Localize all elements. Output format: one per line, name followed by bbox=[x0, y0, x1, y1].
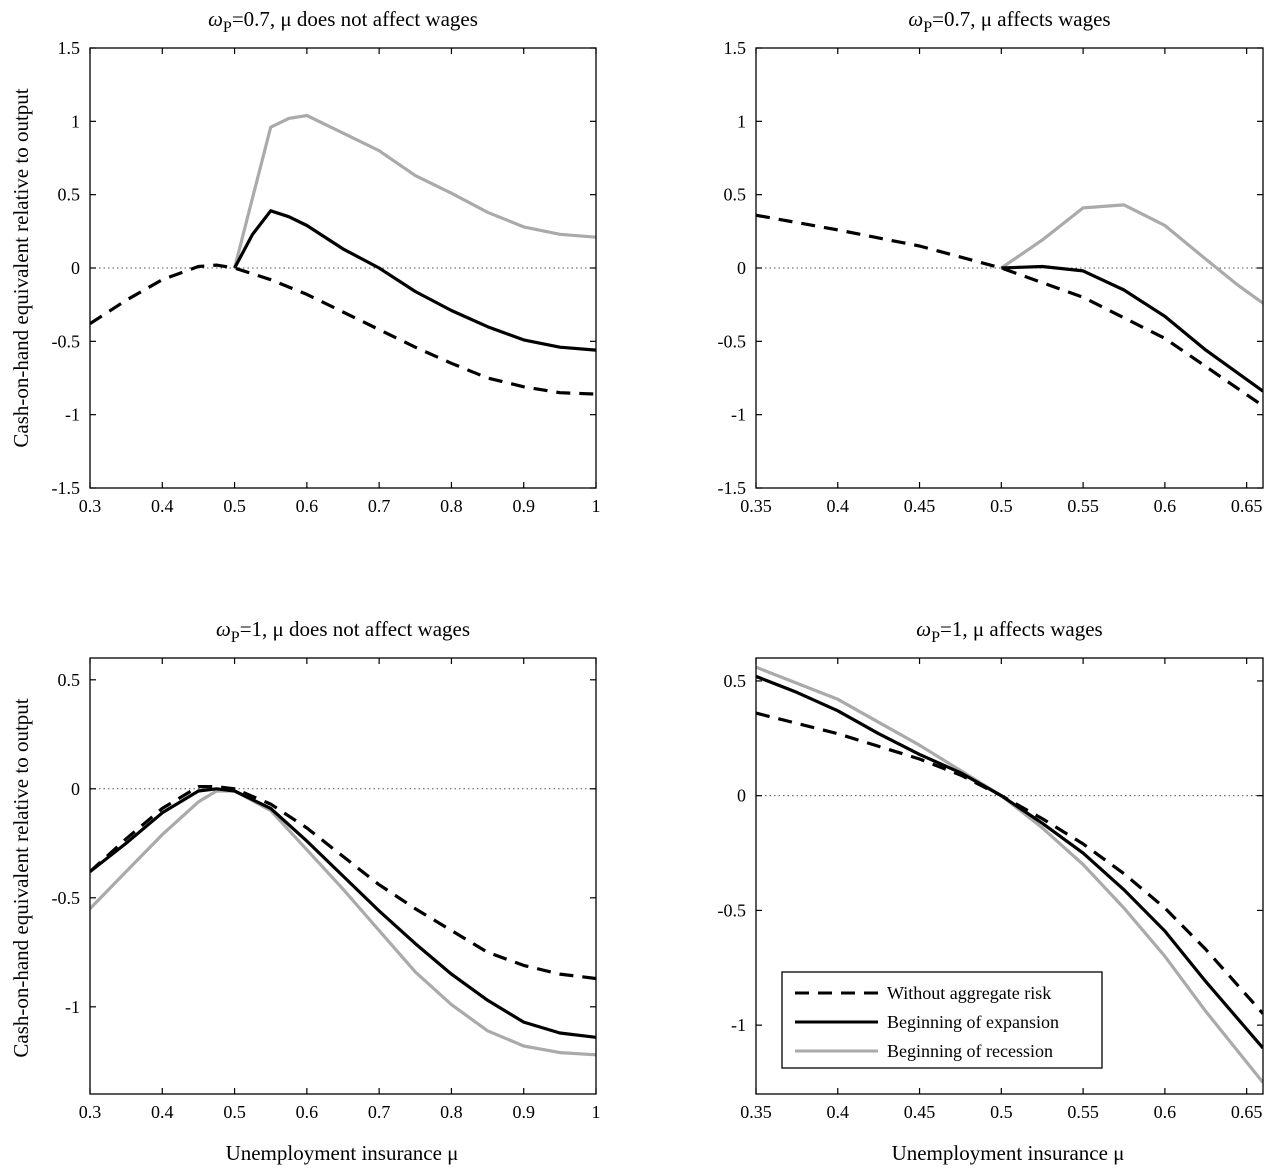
series-line-without-aggregate-risk bbox=[756, 711, 1263, 1015]
x-tick-label: 0.5 bbox=[990, 1102, 1013, 1122]
y-tick-label: 1.5 bbox=[58, 38, 81, 58]
y-tick-label: -1 bbox=[731, 1015, 746, 1035]
panel-bottom-left: ωP=1, μ does not affect wages 0.3 0.4 0.5 0.… bbox=[52, 617, 601, 1122]
x-tick-label: 1 bbox=[592, 496, 601, 516]
x-tick-label: 0.7 bbox=[368, 496, 391, 516]
title-omega: ω bbox=[908, 7, 923, 31]
y-tick-label: -1.5 bbox=[52, 478, 81, 498]
series-line-beginning-of-recession bbox=[233, 113, 596, 269]
y-tick-label: -0.5 bbox=[718, 900, 747, 920]
x-tick-label: 0.65 bbox=[1231, 1102, 1263, 1122]
title-subscript: P bbox=[931, 629, 940, 646]
x-tick-label: 0.35 bbox=[740, 496, 772, 516]
title-subscript: P bbox=[923, 19, 932, 36]
y-tick-label: -1 bbox=[731, 405, 746, 425]
y-tick-label: 0.5 bbox=[58, 185, 81, 205]
y-axis-label-bottom: Cash-on-hand equivalent relative to outp… bbox=[9, 698, 33, 1057]
chart-title: ωP=0.7, μ does not affect wages bbox=[208, 7, 478, 36]
y-tick-label: -1.5 bbox=[718, 478, 747, 498]
series-line-beginning-of-expansion bbox=[233, 209, 596, 352]
panel-bottom-right: ωP=1, μ affects wages 0.35 0.4 0.45 0.5 0.55 0… bbox=[718, 617, 1264, 1122]
x-tick-label: 0.6 bbox=[296, 496, 319, 516]
series-line-without-aggregate-risk bbox=[90, 784, 596, 981]
x-tick-label: 0.8 bbox=[440, 1102, 463, 1122]
title-text: =0.7, μ affects wages bbox=[932, 7, 1110, 31]
x-tick-label: 0.6 bbox=[1154, 1102, 1177, 1122]
x-tick-label: 0.45 bbox=[904, 496, 936, 516]
x-tick-label: 0.45 bbox=[904, 1102, 936, 1122]
legend-label-expansion: Beginning of expansion bbox=[887, 1012, 1059, 1032]
y-tick-label: 0.5 bbox=[724, 185, 747, 205]
x-tick-label: 0.6 bbox=[1154, 496, 1177, 516]
legend: Without aggregate risk Beginning of expa… bbox=[781, 971, 1103, 1069]
title-subscript: P bbox=[231, 629, 240, 646]
series-line-beginning-of-expansion bbox=[90, 787, 596, 1039]
series-line-beginning-of-expansion bbox=[756, 674, 1263, 1050]
series-line-beginning-of-recession bbox=[90, 789, 596, 1057]
axes-frame bbox=[755, 657, 1264, 1095]
title-omega: ω bbox=[208, 7, 223, 31]
y-tick-label: 0.5 bbox=[724, 671, 747, 691]
title-omega: ω bbox=[216, 617, 231, 641]
y-tick-label: 0.5 bbox=[58, 670, 81, 690]
x-tick-label: 0.7 bbox=[368, 1102, 391, 1122]
x-tick-label: 0.4 bbox=[827, 496, 850, 516]
y-tick-label: 1 bbox=[71, 111, 80, 131]
y-tick-label: 0 bbox=[71, 258, 80, 278]
x-tick-label: 1 bbox=[592, 1102, 601, 1122]
series-line-beginning-of-expansion bbox=[1001, 264, 1263, 393]
x-tick-label: 0.4 bbox=[827, 1102, 850, 1122]
series-line-beginning-of-recession bbox=[1000, 203, 1263, 305]
axes-frame bbox=[89, 657, 597, 1095]
title-omega: ω bbox=[916, 617, 931, 641]
y-tick-label: -1 bbox=[65, 405, 80, 425]
x-tick-label: 0.9 bbox=[512, 496, 535, 516]
y-tick-label: -0.5 bbox=[52, 888, 81, 908]
y-tick-label: 1 bbox=[737, 111, 746, 131]
y-tick-label: -1 bbox=[65, 997, 80, 1017]
panel-top-right: ωP=0.7, μ affects wages 0.35 0.4 0.45 0.5 0.5… bbox=[718, 7, 1264, 516]
y-tick-label: 1.5 bbox=[724, 38, 747, 58]
y-tick-label: 0 bbox=[71, 779, 80, 799]
chart-title: ωP=1, μ affects wages bbox=[916, 617, 1102, 646]
title-text: =0.7, μ does not affect wages bbox=[232, 7, 478, 31]
x-tick-label: 0.3 bbox=[79, 1102, 102, 1122]
axes-frame bbox=[755, 47, 1264, 489]
y-axis-label-top: Cash-on-hand equivalent relative to outp… bbox=[9, 88, 33, 447]
title-text: =1, μ affects wages bbox=[940, 617, 1103, 641]
x-axis-label-left: Unemployment insurance μ bbox=[226, 1141, 459, 1165]
x-tick-label: 0.5 bbox=[223, 496, 246, 516]
x-tick-label: 0.4 bbox=[151, 496, 174, 516]
y-tick-label: 0 bbox=[737, 258, 746, 278]
x-tick-label: 0.8 bbox=[440, 496, 463, 516]
series-line-without-aggregate-risk bbox=[90, 263, 596, 396]
y-tick-label: -0.5 bbox=[52, 331, 81, 351]
x-tick-label: 0.65 bbox=[1231, 496, 1263, 516]
chart-title: ωP=1, μ does not affect wages bbox=[216, 617, 470, 646]
x-tick-label: 0.5 bbox=[990, 496, 1013, 516]
y-tick-label: -0.5 bbox=[718, 331, 747, 351]
y-tick-label: 0 bbox=[737, 786, 746, 806]
x-tick-label: 0.5 bbox=[223, 1102, 246, 1122]
x-tick-label: 0.6 bbox=[296, 1102, 319, 1122]
x-tick-label: 0.35 bbox=[740, 1102, 772, 1122]
legend-label-without-aggregate-risk: Without aggregate risk bbox=[887, 983, 1051, 1003]
x-tick-label: 0.9 bbox=[512, 1102, 535, 1122]
chart-title: ωP=0.7, μ affects wages bbox=[908, 7, 1110, 36]
x-tick-label: 0.3 bbox=[79, 496, 102, 516]
x-axis-label-right: Unemployment insurance μ bbox=[892, 1141, 1125, 1165]
legend-label-recession: Beginning of recession bbox=[887, 1041, 1053, 1061]
panel-top-left: ωP=0.7, μ does not affect wages 0.3 0.4 0.5… bbox=[52, 7, 601, 516]
title-subscript: P bbox=[223, 19, 232, 36]
x-tick-label: 0.55 bbox=[1067, 1102, 1099, 1122]
axes-frame bbox=[89, 47, 597, 489]
title-text: =1, μ does not affect wages bbox=[240, 617, 470, 641]
x-tick-label: 0.55 bbox=[1067, 496, 1099, 516]
x-tick-label: 0.4 bbox=[151, 1102, 174, 1122]
